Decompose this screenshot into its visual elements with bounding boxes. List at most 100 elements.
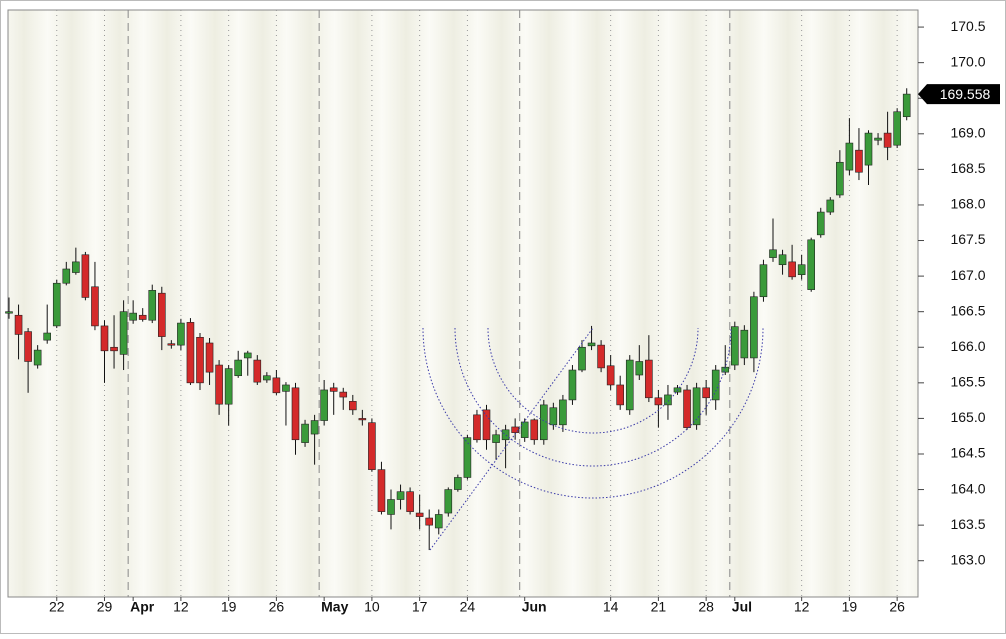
candle-body <box>205 342 214 373</box>
y-tick-label: 166.0 <box>950 338 985 354</box>
candle-body <box>530 419 539 441</box>
y-tick-label: 164.0 <box>950 480 985 496</box>
fib-arcs <box>422 327 764 551</box>
y-tick-label: 167.0 <box>950 267 985 283</box>
candle-body <box>740 329 749 359</box>
candle-body <box>415 512 424 517</box>
candle-body <box>597 344 605 369</box>
x-tick-label: 12 <box>794 599 810 615</box>
candle-body <box>234 359 242 377</box>
candle-body <box>893 111 901 146</box>
candle-body <box>91 286 99 327</box>
last-price-tag <box>918 84 1000 105</box>
candle-body <box>358 418 367 421</box>
y-tick-label: 163.5 <box>950 516 985 532</box>
candle-body <box>902 93 911 118</box>
trend-line <box>429 327 594 551</box>
y-tick-label: 168.5 <box>950 160 985 176</box>
candle-body <box>282 384 290 392</box>
candle-body <box>864 132 873 166</box>
x-tick-label: 26 <box>269 599 285 615</box>
candle-body <box>377 469 386 512</box>
candle-body <box>396 491 405 500</box>
candle-body <box>406 491 414 512</box>
candle-body <box>578 346 586 371</box>
candle-body <box>692 387 701 426</box>
candle-body <box>606 365 615 386</box>
x-tick-label: 17 <box>412 599 428 615</box>
candle-body <box>473 414 481 441</box>
candle-body <box>224 368 233 405</box>
candle-body <box>5 311 13 314</box>
candle-body <box>845 142 854 171</box>
candle-body <box>625 359 634 411</box>
candle-body <box>750 296 758 359</box>
candle-body <box>788 261 796 278</box>
candle-body <box>158 292 166 337</box>
y-tick-label: 163.0 <box>950 551 985 567</box>
last-price-label: 169.558 <box>940 86 991 102</box>
fib-arc <box>487 327 699 434</box>
y-tick-label: 170.0 <box>950 53 985 69</box>
candle-body <box>100 325 109 352</box>
candle-body <box>43 332 52 341</box>
candle-body <box>320 389 328 421</box>
x-tick-label: 19 <box>842 599 858 615</box>
x-tick-label: 26 <box>889 599 905 615</box>
candle-body <box>492 434 500 443</box>
y-tick-label: 165.5 <box>950 374 985 390</box>
candle-body <box>549 407 558 426</box>
candle-body <box>243 352 252 359</box>
fib-arc <box>454 327 732 467</box>
candle-body <box>348 401 357 411</box>
candle-body <box>654 397 663 406</box>
candle-body <box>81 254 90 298</box>
candle-body <box>511 426 519 433</box>
candle-body <box>425 517 434 526</box>
candle-body <box>778 254 787 266</box>
candle-body <box>520 421 529 438</box>
candle-body <box>836 161 844 196</box>
y-tick-label: 169.0 <box>950 125 985 141</box>
candle-body <box>177 322 185 346</box>
layer: 163.0 163.5 164.0 164.5 165.0 165.5 166.0 166.5… <box>5 10 986 615</box>
y-tick-label: 166.5 <box>950 302 985 318</box>
x-tick-label: 21 <box>651 599 667 615</box>
candle-body <box>769 249 777 258</box>
candle-body <box>434 514 443 529</box>
x-tick-label: 28 <box>698 599 714 615</box>
candle-body <box>559 399 567 426</box>
x-month-label: Apr <box>130 599 155 615</box>
candle-body <box>62 268 71 284</box>
x-tick-label: 24 <box>460 599 476 615</box>
candle-body <box>33 349 42 366</box>
candle-body <box>883 132 892 148</box>
plot-area <box>7 9 919 598</box>
candle-body <box>664 394 672 406</box>
candle-body <box>52 282 61 327</box>
x-month-label: May <box>321 599 348 615</box>
candle-body <box>807 239 816 290</box>
y-tick-label: 165.0 <box>950 409 985 425</box>
candle-body <box>387 499 395 515</box>
candle-body <box>635 361 644 376</box>
candle-body <box>730 326 739 366</box>
y-tick-label: 167.5 <box>950 231 985 247</box>
x-tick-label: 12 <box>173 599 189 615</box>
candle-body <box>816 211 825 236</box>
candle-body <box>444 489 453 514</box>
candle-body <box>721 366 730 373</box>
candle-body <box>329 387 338 392</box>
candle-body <box>14 314 23 335</box>
candle-body <box>454 477 462 490</box>
candle-body <box>24 331 32 362</box>
x-tick-label: 14 <box>603 599 619 615</box>
candle-body <box>138 314 147 320</box>
candle-body <box>702 387 710 399</box>
candle-body <box>148 290 157 321</box>
fib-arc <box>422 327 764 499</box>
candle-body <box>711 369 720 401</box>
candle-body <box>110 346 118 352</box>
